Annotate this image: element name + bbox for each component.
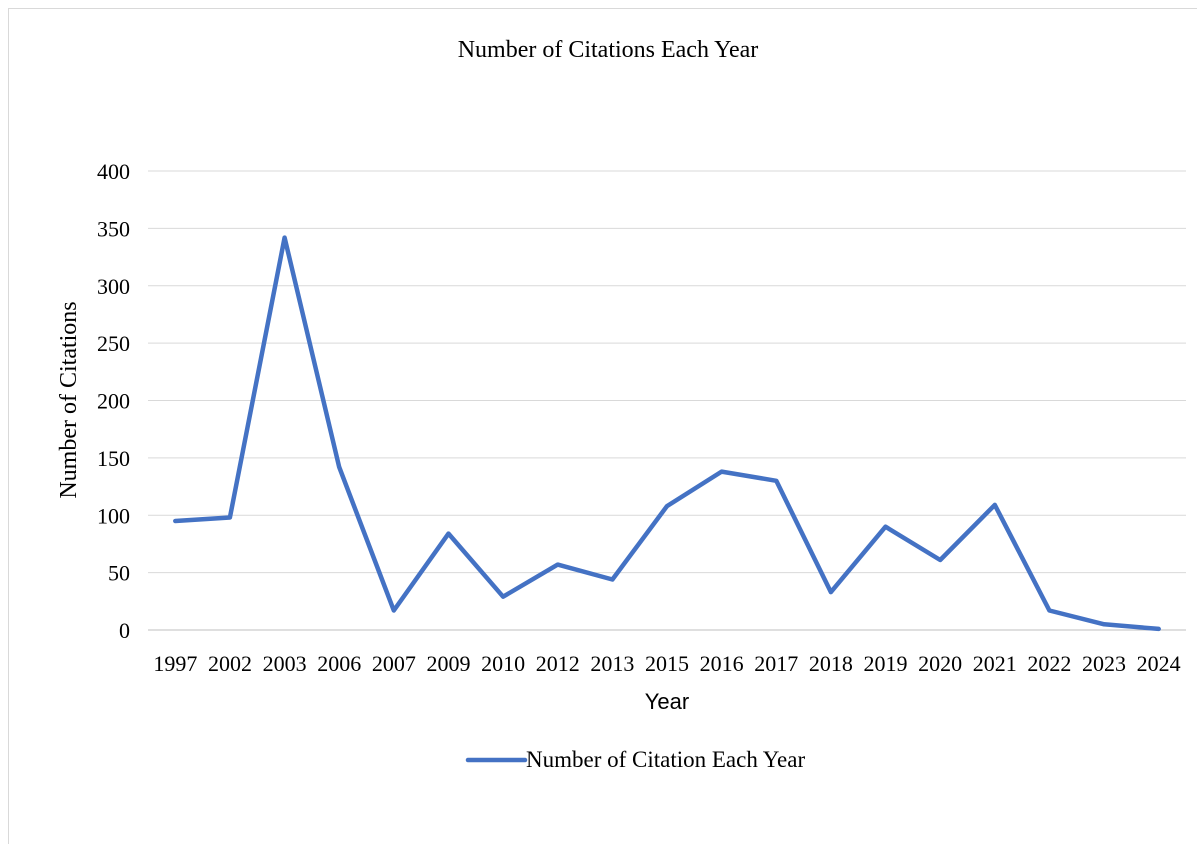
legend: Number of Citation Each Year	[465, 747, 805, 772]
x-tick-label: 2022	[1027, 651, 1071, 676]
x-tick-label: 2021	[973, 651, 1017, 676]
y-tick-label: 0	[119, 618, 130, 643]
x-tick-label: 1997	[153, 651, 197, 676]
x-tick-label: 2007	[372, 651, 416, 676]
plot-area	[173, 235, 1161, 632]
y-tick-labels: 0 50 100 150 200 250 300 350 400	[97, 159, 130, 643]
x-tick-label: 2003	[263, 651, 307, 676]
x-tick-label: 2016	[700, 651, 744, 676]
gridlines	[148, 170, 1186, 631]
x-axis-label: Year	[645, 689, 689, 714]
y-tick-label: 300	[97, 274, 130, 299]
y-tick-label: 150	[97, 446, 130, 471]
y-tick-label: 250	[97, 331, 130, 356]
x-tick-label: 2012	[536, 651, 580, 676]
y-axis-label: Number of Citations	[56, 301, 82, 498]
y-tick-label: 100	[97, 503, 130, 528]
x-tick-label: 2018	[809, 651, 853, 676]
x-tick-label: 2024	[1137, 651, 1181, 676]
legend-label: Number of Citation Each Year	[526, 747, 805, 772]
chart-title: Number of Citations Each Year	[458, 37, 759, 63]
x-tick-labels: 1997 2002 2003 2006 2007 2009 2010 2012 2013 2015…	[153, 651, 1180, 676]
x-tick-label: 2002	[208, 651, 252, 676]
x-tick-label: 2006	[317, 651, 361, 676]
x-tick-label: 2015	[645, 651, 689, 676]
x-tick-label: 2013	[590, 651, 634, 676]
x-tick-label: 2010	[481, 651, 525, 676]
chart-frame	[8, 8, 1197, 844]
y-tick-label: 350	[97, 216, 130, 241]
y-tick-label: 50	[108, 561, 130, 586]
y-tick-label: 200	[97, 389, 130, 414]
x-tick-label: 2009	[426, 651, 470, 676]
x-tick-label: 2017	[754, 651, 798, 676]
x-tick-label: 2023	[1082, 651, 1126, 676]
x-tick-label: 2019	[864, 651, 908, 676]
series-line	[173, 235, 1161, 632]
x-tick-label: 2020	[918, 651, 962, 676]
y-tick-label: 400	[97, 159, 130, 184]
